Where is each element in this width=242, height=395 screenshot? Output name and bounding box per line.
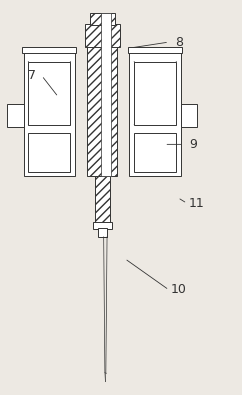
Bar [128,47,182,53]
Bar [8,104,23,127]
Bar [28,62,70,125]
Bar [134,62,176,125]
Bar [98,228,107,237]
Bar [22,47,76,53]
Text: 8: 8 [175,36,183,49]
Bar [181,104,197,127]
Bar [90,13,115,25]
Bar [23,52,75,176]
Bar [129,52,181,176]
Bar [95,176,110,223]
Text: 10: 10 [171,284,187,297]
Bar [100,13,111,176]
Text: 7: 7 [28,69,36,82]
Bar [93,222,112,229]
Bar [134,133,176,172]
Text: 11: 11 [189,197,205,210]
Bar [87,46,117,176]
Bar [85,24,120,47]
Bar [28,133,70,172]
Text: 9: 9 [189,138,197,151]
